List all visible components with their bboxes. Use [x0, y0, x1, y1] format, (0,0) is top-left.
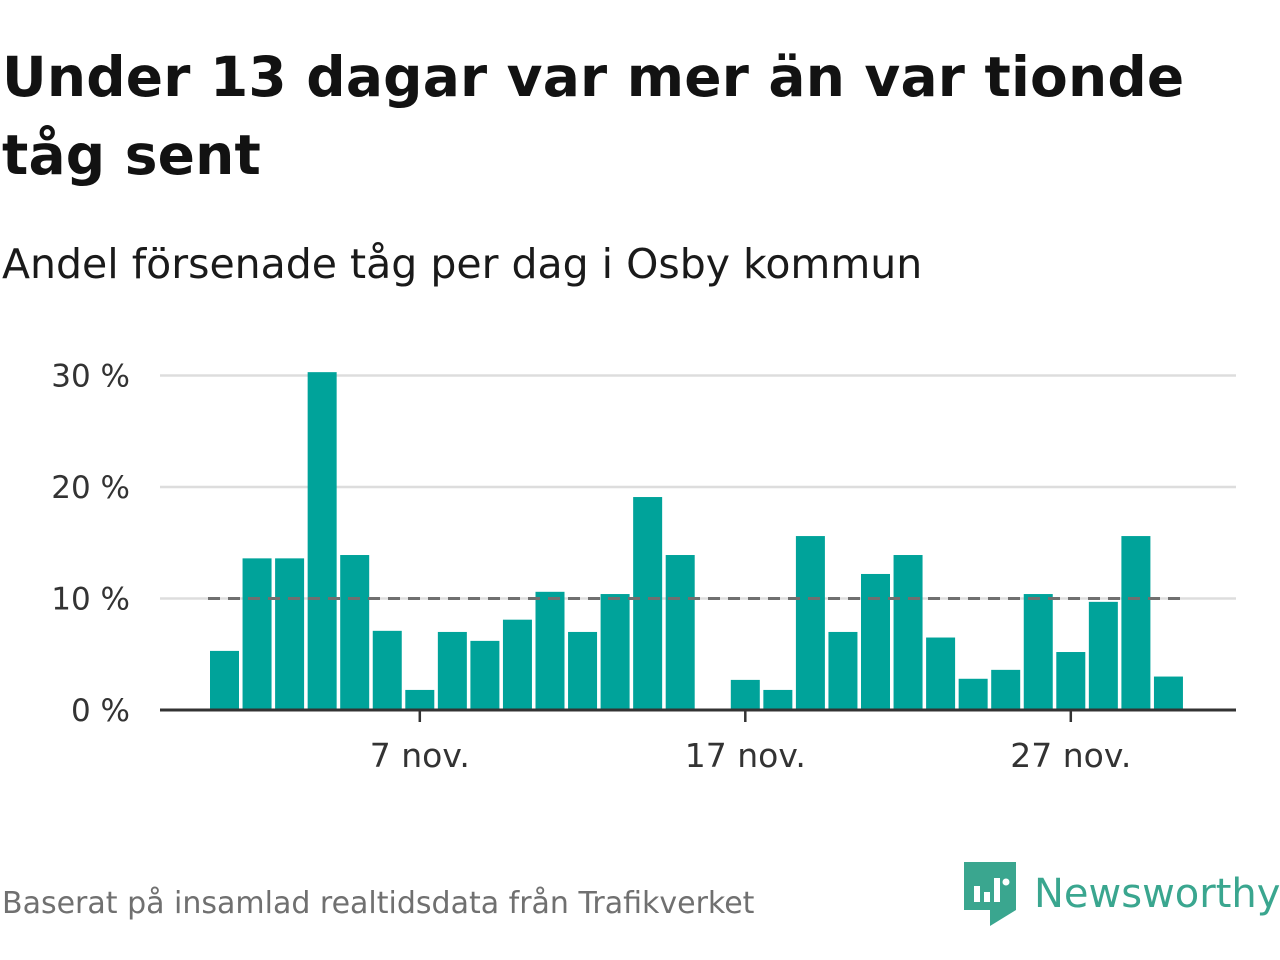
bar — [600, 594, 630, 710]
bar — [893, 555, 923, 710]
x-tick-label: 7 nov. — [370, 736, 470, 775]
bar — [210, 650, 239, 710]
y-tick-label: 20 % — [51, 470, 130, 506]
bar — [1056, 652, 1086, 710]
bar — [242, 558, 272, 710]
bar — [828, 631, 858, 710]
bars — [210, 372, 1183, 710]
bar — [958, 678, 988, 710]
bar — [861, 573, 890, 710]
bar — [991, 669, 1021, 710]
bar — [502, 619, 532, 710]
y-tick-label: 0 % — [71, 693, 130, 729]
y-tick-label: 30 % — [51, 359, 130, 395]
bar — [535, 591, 565, 710]
newsworthy-logo-icon — [964, 862, 1016, 926]
y-tick-label: 10 % — [51, 582, 130, 618]
bar — [1023, 594, 1053, 710]
chart-subtitle: Andel försenade tåg per dag i Osby kommu… — [2, 240, 923, 288]
bar — [1121, 536, 1151, 710]
brand-logo[interactable]: Newsworthy — [964, 862, 1280, 926]
bar — [372, 630, 402, 710]
bar — [1088, 601, 1118, 710]
brand-name: Newsworthy — [1034, 871, 1280, 917]
bar — [340, 555, 370, 710]
chart-title: Under 13 dagar var mer än var tionde tåg… — [2, 45, 1185, 187]
bar — [730, 679, 760, 710]
bar — [568, 631, 598, 710]
bar — [926, 637, 956, 710]
bar — [1153, 676, 1183, 710]
bar — [665, 555, 695, 710]
bar — [795, 536, 825, 710]
bar — [307, 372, 337, 710]
bar — [763, 689, 793, 710]
bar-chart: 0 % 10 % 20 % 30 % 7 nov. 17 nov. 27 nov. — [51, 359, 1236, 775]
source-note: Baserat på insamlad realtidsdata från Tr… — [2, 886, 755, 921]
x-tick-label: 27 nov. — [1010, 736, 1131, 775]
bar — [633, 497, 663, 710]
bar — [275, 558, 305, 710]
bar — [405, 689, 435, 710]
bar — [437, 631, 467, 710]
axes: 0 % 10 % 20 % 30 % 7 nov. 17 nov. 27 nov. — [51, 359, 1236, 775]
bar — [470, 640, 500, 710]
x-tick-label: 17 nov. — [685, 736, 806, 775]
